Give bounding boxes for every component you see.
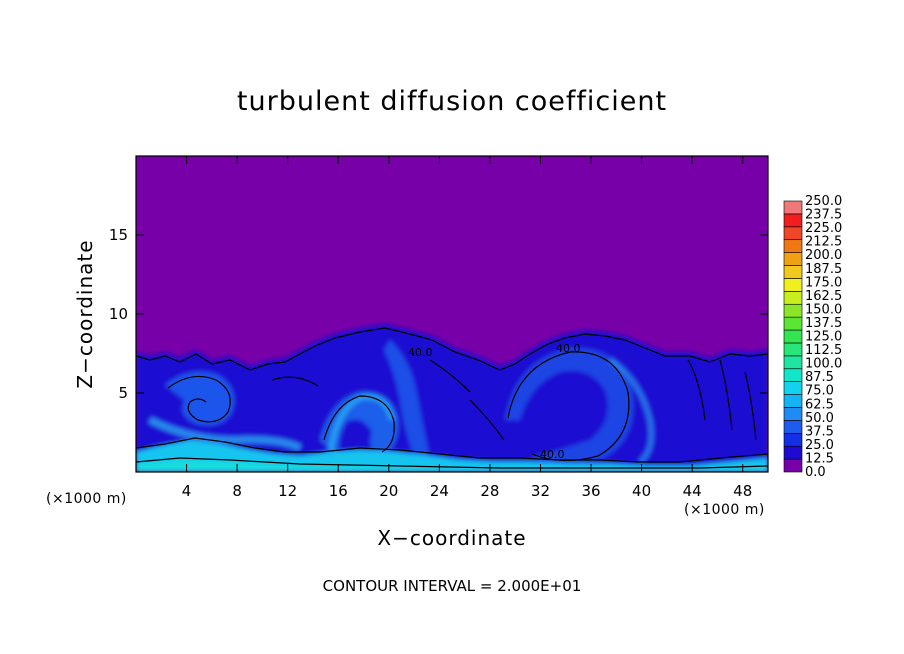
colorbar-level-label: 50.0 (805, 411, 834, 426)
contour-value-label: 40.0 (556, 342, 581, 355)
colorbar-swatch (783, 368, 803, 382)
contour-value-label: 40.0 (540, 448, 565, 461)
colorbar-level-label: 225.0 (805, 221, 842, 236)
colorbar-swatch (783, 252, 803, 266)
x-tick-labels: 4 8 12 16 20 24 28 32 36 40 44 48 (182, 482, 752, 500)
colorbar-swatch (783, 420, 803, 434)
colorbar-level-label: 175.0 (805, 275, 842, 290)
contour-lines (136, 327, 768, 469)
colorbar-swatch (783, 291, 803, 305)
surface-band-inner (136, 460, 768, 472)
colorbar-level-label: 212.5 (805, 235, 842, 250)
y-tick-label: 10 (109, 305, 128, 323)
x-tick-label: 48 (733, 482, 752, 500)
colorbar-swatch (783, 200, 803, 215)
colorbar-level-label: 200.0 (805, 248, 842, 263)
colorbar-level-label: 62.5 (805, 397, 834, 412)
colorbar-level-label: 162.5 (805, 289, 842, 304)
colorbar-swatch (783, 381, 803, 395)
x-tick-label: 24 (430, 482, 449, 500)
plot-area: 40.0 40.0 40.0 (136, 156, 768, 472)
colorbar-level-label: 75.0 (805, 384, 834, 399)
colorbar-level-label: 12.5 (805, 451, 834, 466)
swirl-strand-left (148, 416, 302, 452)
colorbar-swatch (783, 394, 803, 408)
colorbar-level-label: 87.5 (805, 370, 834, 385)
contour-value-label: 40.0 (408, 346, 433, 359)
colorbar-level-label: 125.0 (805, 330, 842, 345)
eddy-right (505, 347, 634, 465)
colorbar-level-label: 0.0 (805, 465, 826, 480)
contour-value-labels: 40.0 40.0 40.0 (408, 342, 581, 461)
colorbar-swatch (783, 239, 803, 253)
colorbar-swatch (783, 355, 803, 370)
colorbar-swatch (783, 316, 803, 331)
colorbar-level-label: 37.5 (805, 424, 834, 439)
x-tick-label: 40 (632, 482, 651, 500)
x-tick-label: 32 (531, 482, 550, 500)
colorbar-swatch (783, 265, 803, 279)
colorbar-swatch (783, 226, 803, 241)
colorbar-level-label: 137.5 (805, 316, 842, 331)
colorbar-swatch (783, 329, 803, 344)
x-tick-label: 8 (232, 482, 242, 500)
colorbar-swatch (783, 213, 803, 228)
plume-center (384, 340, 430, 468)
colorbar-swatch (783, 432, 803, 447)
y-axis-label: Z−coordinate (73, 239, 97, 388)
z-unit-label: (×1000 m) (46, 491, 127, 507)
colorbar-level-label: 100.0 (805, 357, 842, 372)
colorbar-swatch (783, 278, 803, 292)
colorbar-level-label: 250.0 (805, 194, 842, 209)
x-tick-label: 16 (329, 482, 348, 500)
chart-title: turbulent diffusion coefficient (236, 86, 668, 117)
colorbar (783, 200, 803, 473)
colorbar-swatch (783, 458, 803, 473)
x-tick-label: 28 (480, 482, 499, 500)
colorbar-labels: 0.012.525.037.550.062.575.087.5100.0112.… (805, 194, 842, 480)
x-tick-label: 36 (581, 482, 600, 500)
y-tick-label: 5 (118, 384, 128, 402)
axis-ticks (136, 156, 768, 472)
swirl-strand-right (608, 357, 654, 464)
colorbar-level-label: 187.5 (805, 262, 842, 277)
x-tick-label: 44 (683, 482, 702, 500)
colorbar-level-label: 237.5 (805, 208, 842, 223)
x-axis-label: X−coordinate (377, 526, 527, 550)
colorbar-swatch (783, 303, 803, 318)
contour-interval-note: CONTOUR INTERVAL = 2.000E+01 (322, 577, 582, 595)
x-tick-label: 4 (182, 482, 192, 500)
colorbar-level-label: 25.0 (805, 438, 834, 453)
y-tick-labels: 5 10 15 (109, 226, 128, 402)
colorbar-swatch (783, 407, 803, 421)
colorbar-level-label: 150.0 (805, 302, 842, 317)
x-tick-label: 12 (278, 482, 297, 500)
colorbar-swatch (783, 342, 803, 357)
y-tick-label: 15 (109, 226, 128, 244)
x-tick-label: 20 (379, 482, 398, 500)
colorbar-level-label: 112.5 (805, 343, 842, 358)
colorbar-swatch (783, 445, 803, 460)
x-unit-label: (×1000 m) (684, 502, 765, 518)
